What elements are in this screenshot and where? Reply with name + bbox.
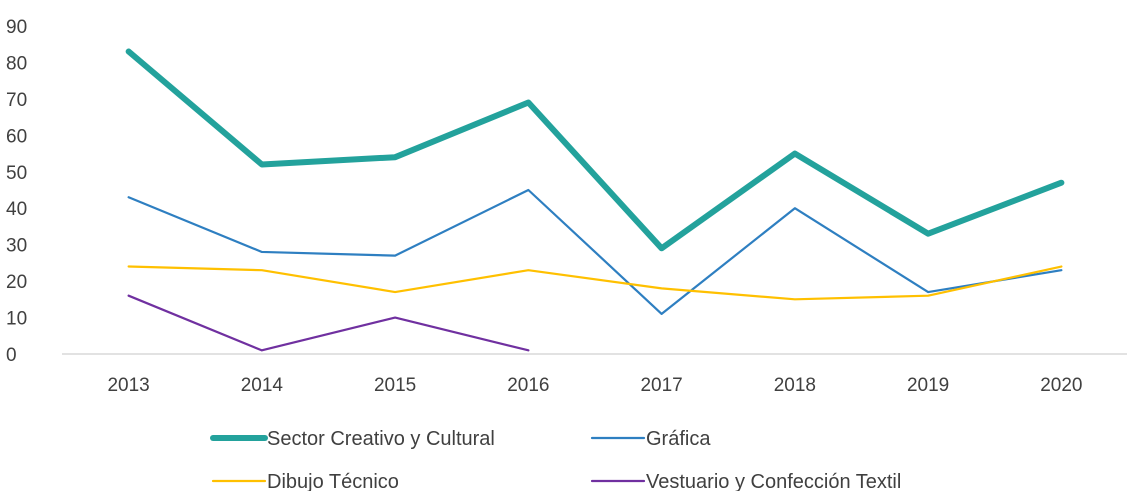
x-tick-label: 2015 [374, 375, 416, 396]
legend-label: Dibujo Técnico [267, 471, 399, 491]
y-tick-label: 70 [6, 90, 27, 111]
x-axis-ticks: 2013 2014 2015 2016 2017 2018 2019 2020 [107, 375, 1082, 396]
series-line-grafica [127, 188, 1063, 316]
y-tick-label: 20 [6, 272, 27, 293]
series-lines [125, 48, 1065, 352]
y-tick-label: 80 [6, 53, 27, 74]
x-tick-label: 2019 [907, 375, 949, 396]
x-tick-label: 2014 [241, 375, 284, 396]
y-tick-label: 30 [6, 236, 27, 257]
x-tick-label: 2017 [640, 375, 682, 396]
x-tick-label: 2020 [1040, 375, 1082, 396]
y-tick-label: 10 [6, 309, 27, 330]
series-line-sector-creativo-y-cultural [125, 48, 1065, 252]
legend-item-sector-creativo-y-cultural: Sector Creativo y Cultural [210, 428, 495, 450]
series-line-vestuario-y-confeccion-textil [127, 294, 530, 352]
y-tick-label: 50 [6, 163, 27, 184]
series-line-dibujo-tecnico [127, 265, 1063, 301]
legend-item-vestuario-y-confeccion-textil: Vestuario y Confección Textil [590, 471, 901, 491]
y-tick-label: 0 [6, 345, 17, 366]
x-tick-label: 2013 [107, 375, 149, 396]
legend-item-dibujo-tecnico: Dibujo Técnico [211, 471, 399, 491]
x-tick-label: 2018 [774, 375, 816, 396]
y-tick-label: 60 [6, 126, 27, 147]
y-tick-label: 90 [6, 17, 27, 38]
x-tick-label: 2016 [507, 375, 549, 396]
y-axis-ticks: 0 10 20 30 40 50 60 70 80 90 [6, 17, 27, 366]
legend-label: Gráfica [646, 428, 711, 450]
legend: Sector Creativo y Cultural Gráfica Dibujo … [210, 428, 901, 491]
y-tick-label: 40 [6, 199, 27, 220]
legend-label: Vestuario y Confección Textil [646, 471, 901, 491]
legend-item-grafica: Gráfica [590, 428, 711, 450]
legend-label: Sector Creativo y Cultural [267, 428, 495, 450]
